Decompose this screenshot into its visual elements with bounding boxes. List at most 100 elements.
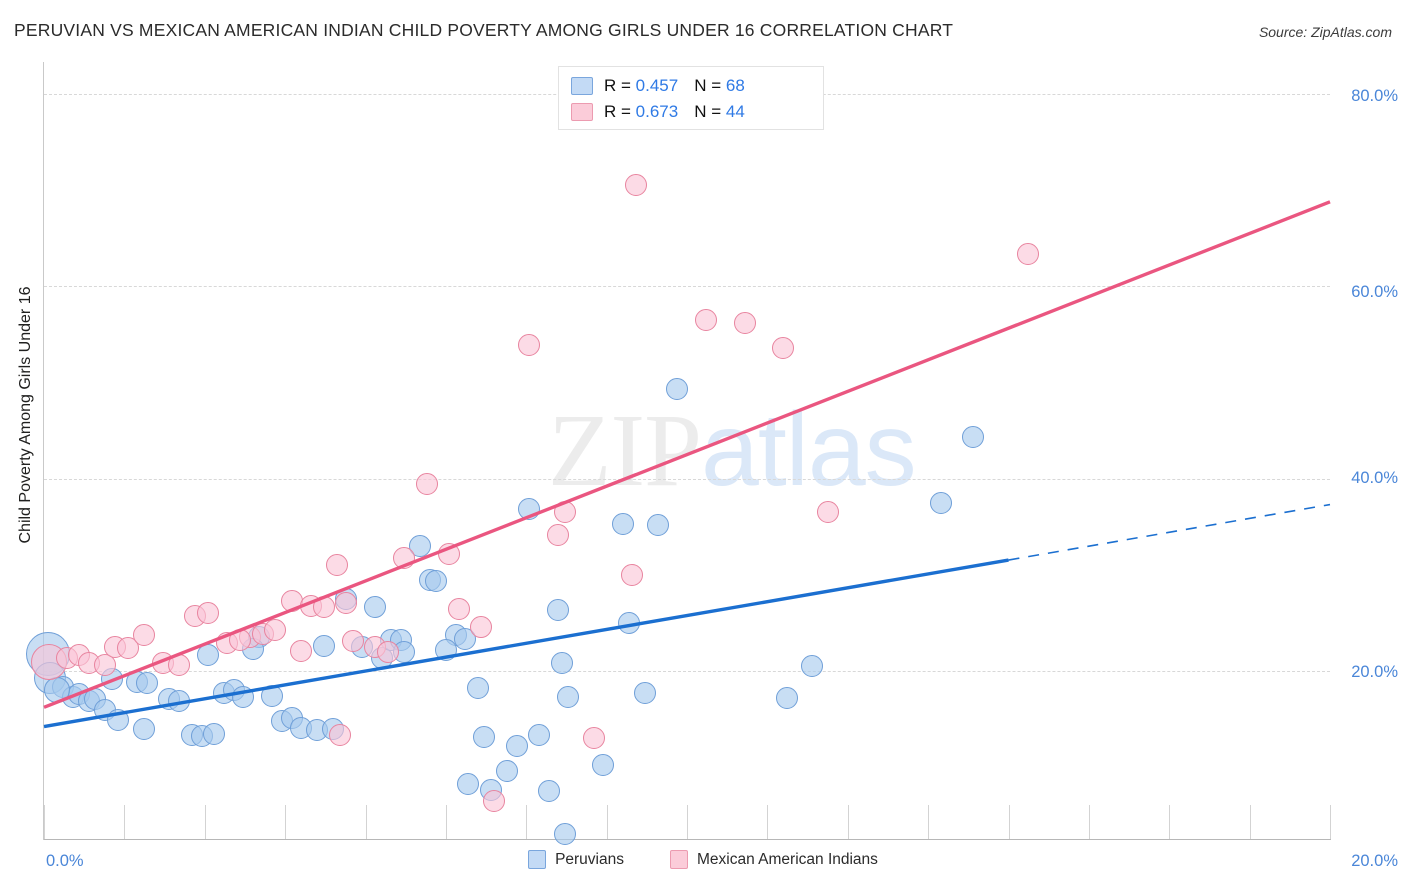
scatter-point[interactable]: [592, 753, 615, 776]
stats-text-mexican-american-indians: R = 0.673 N = 44: [604, 102, 745, 122]
x-axis-tick: [285, 805, 287, 839]
scatter-point[interactable]: [364, 596, 387, 619]
r-value-peruvians: 0.457: [635, 76, 679, 95]
stats-text-peruvians: R = 0.457 N = 68: [604, 76, 745, 96]
r-label-peruvians: R =: [604, 76, 636, 95]
scatter-point[interactable]: [434, 638, 457, 661]
n-label-mexican-american-indians: N =: [694, 102, 726, 121]
scatter-point[interactable]: [325, 554, 348, 577]
scatter-point[interactable]: [168, 689, 191, 712]
scatter-point[interactable]: [553, 501, 576, 524]
scatter-point[interactable]: [280, 589, 303, 612]
scatter-point[interactable]: [666, 378, 689, 401]
scatter-point[interactable]: [312, 634, 335, 657]
x-axis-tick: [1088, 805, 1090, 839]
scatter-point[interactable]: [377, 640, 399, 663]
page-title: PERUVIAN VS MEXICAN AMERICAN INDIAN CHIL…: [14, 20, 954, 40]
y-tick-label-20: 20.0%: [1351, 663, 1398, 681]
scatter-point[interactable]: [393, 547, 416, 570]
scatter-point[interactable]: [557, 685, 580, 708]
scatter-point[interactable]: [528, 724, 551, 747]
x-axis-tick: [928, 805, 930, 839]
scatter-point[interactable]: [203, 723, 226, 746]
scatter-point[interactable]: [621, 563, 644, 586]
x-axis-tick: [1330, 805, 1331, 839]
scatter-point[interactable]: [196, 644, 219, 667]
scatter-point[interactable]: [518, 498, 541, 521]
scatter-point[interactable]: [733, 311, 756, 334]
scatter-point[interactable]: [1016, 242, 1039, 265]
scatter-point[interactable]: [415, 473, 438, 496]
scatter-point[interactable]: [290, 639, 313, 662]
legend-label-mexican-american-indians: Mexican American Indians: [697, 850, 878, 868]
scatter-point[interactable]: [801, 654, 824, 677]
legend-item-mexican-american-indians[interactable]: Mexican American Indians: [670, 850, 878, 869]
n-value-mexican-american-indians: 44: [725, 102, 745, 121]
scatter-point[interactable]: [341, 630, 364, 652]
x-axis-min-label: 0.0%: [46, 852, 84, 870]
scatter-point[interactable]: [547, 599, 570, 622]
x-axis-tick: [365, 805, 367, 839]
scatter-point[interactable]: [132, 624, 155, 647]
y-tick-label-40: 40.0%: [1351, 469, 1398, 487]
plot-area: ZIPatlas: [25, 62, 1330, 846]
scatter-point[interactable]: [537, 779, 560, 802]
y-tick-label-60: 60.0%: [1351, 283, 1398, 301]
scatter-point[interactable]: [438, 542, 461, 565]
scatter-point[interactable]: [467, 677, 490, 700]
scatter-point[interactable]: [232, 685, 255, 708]
n-value-peruvians: 68: [725, 76, 745, 95]
scatter-point[interactable]: [312, 596, 335, 619]
x-axis-tick: [526, 805, 528, 839]
scatter-point[interactable]: [634, 681, 657, 704]
scatter-point[interactable]: [582, 727, 605, 750]
scatter-point[interactable]: [335, 591, 358, 614]
scatter-point[interactable]: [196, 602, 219, 625]
scatter-point[interactable]: [135, 672, 158, 695]
scatter-point[interactable]: [425, 570, 448, 593]
scatter-point[interactable]: [264, 619, 287, 642]
stats-row-mexican-american-indians: R = 0.673 N = 44: [571, 99, 813, 125]
scatter-point[interactable]: [695, 309, 718, 332]
gridline-40: [44, 478, 1330, 480]
scatter-point[interactable]: [495, 759, 518, 782]
scatter-point[interactable]: [547, 524, 570, 547]
legend-swatch-peruvians: [528, 850, 547, 869]
scatter-point[interactable]: [775, 686, 798, 709]
scatter-point[interactable]: [553, 823, 576, 846]
zipatlas-watermark: ZIPatlas: [548, 398, 917, 503]
scatter-point[interactable]: [132, 718, 155, 741]
scatter-point[interactable]: [261, 684, 284, 707]
legend-item-peruvians[interactable]: Peruvians: [528, 850, 624, 869]
gridline-60: [44, 286, 1330, 288]
scatter-point[interactable]: [473, 726, 496, 749]
scatter-point[interactable]: [518, 334, 541, 357]
scatter-point[interactable]: [772, 336, 795, 359]
scatter-point[interactable]: [483, 790, 506, 813]
x-axis-tick: [1169, 805, 1171, 839]
scatter-point[interactable]: [328, 724, 351, 747]
scatter-point[interactable]: [550, 652, 573, 675]
y-tick-label-80: 80.0%: [1351, 87, 1398, 105]
scatter-point[interactable]: [618, 611, 641, 634]
scatter-point[interactable]: [962, 426, 985, 449]
scatter-point[interactable]: [168, 654, 191, 677]
scatter-point[interactable]: [647, 513, 670, 536]
scatter-point[interactable]: [624, 173, 647, 196]
legend-label-peruvians: Peruvians: [555, 850, 624, 868]
scatter-point[interactable]: [457, 773, 480, 796]
scatter-point[interactable]: [106, 708, 129, 731]
x-axis-tick: [606, 805, 608, 839]
scatter-point[interactable]: [817, 501, 840, 524]
scatter-point[interactable]: [470, 615, 493, 638]
scatter-point[interactable]: [611, 512, 634, 535]
scatter-point[interactable]: [929, 491, 952, 514]
scatter-point[interactable]: [505, 734, 528, 757]
x-axis-tick: [1249, 805, 1251, 839]
scatter-point[interactable]: [43, 677, 70, 703]
y-axis-title: Child Poverty Among Girls Under 16: [17, 286, 34, 544]
x-axis-max-label: 20.0%: [1351, 852, 1398, 870]
scatter-point[interactable]: [447, 598, 470, 621]
scatter-point[interactable]: [229, 629, 252, 652]
